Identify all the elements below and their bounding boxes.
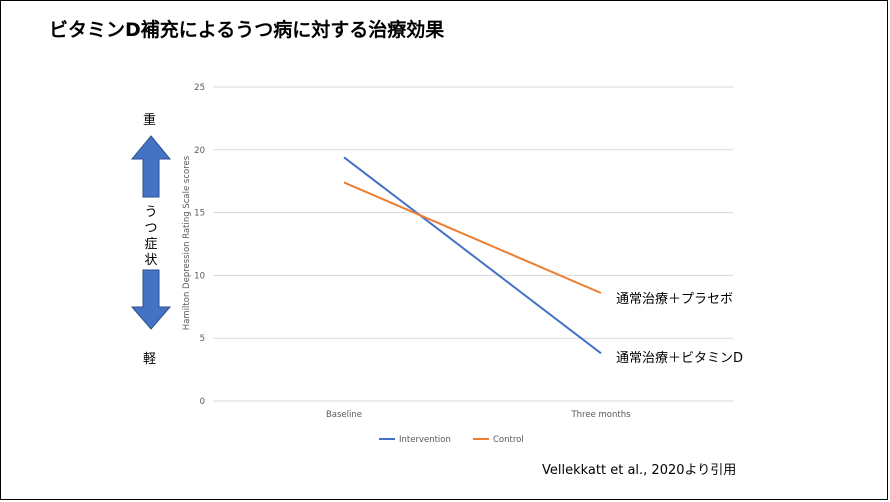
severity-high-label: 重 [143, 113, 157, 128]
y-tick-label: 20 [194, 146, 205, 156]
severity-low-label: 軽 [143, 352, 157, 367]
y-tick-label: 5 [200, 334, 205, 344]
severity-middle-label: うつ症状 [144, 205, 158, 268]
control-annotation: 通常治療＋プラセボ [616, 292, 734, 307]
x-tick-label: Three months [570, 410, 631, 420]
legend-label: Control [493, 435, 524, 445]
series-line-intervention [343, 156, 602, 355]
y-tick-label: 25 [194, 83, 205, 93]
x-tick-label: Baseline [326, 410, 362, 420]
source-citation: Vellekkatt et al., 2020より引用 [542, 463, 737, 478]
y-tick-label: 15 [194, 209, 205, 219]
legend-label: Intervention [399, 435, 451, 445]
series-line-control [343, 181, 602, 294]
slide-title: ビタミンD補充によるうつ病に対する治療効果 [49, 19, 445, 41]
y-tick-label: 0 [200, 397, 205, 407]
y-axis-label: Hamilton Depression Rating Scale scores [182, 155, 192, 330]
y-tick-label: 10 [194, 271, 205, 281]
intervention-annotation: 通常治療＋ビタミンD [616, 351, 744, 366]
